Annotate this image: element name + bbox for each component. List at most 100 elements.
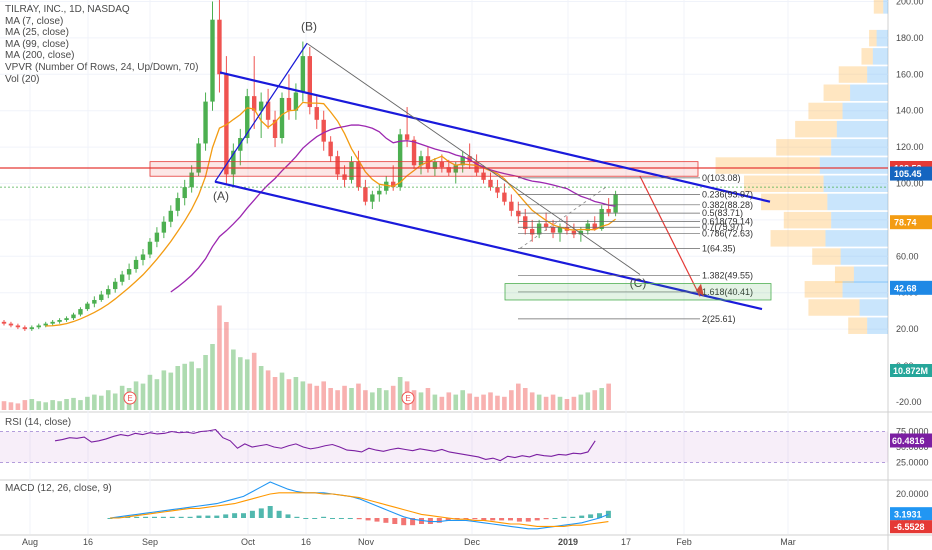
vpvr-bar-down [823,84,851,101]
candle-body [29,327,34,330]
wave-label: (A) [213,189,229,203]
price-tick-label: 140.00 [896,106,924,116]
vpvr-bar-up [867,66,888,83]
resistance-zone [149,161,699,177]
price-tick-label: 20.00 [896,324,919,334]
volume-bar [50,400,55,410]
volume-bar [550,394,556,410]
volume-bar [349,388,354,410]
volume-bar [175,366,181,410]
legend-ma25[interactable]: MA (25, close) [5,27,69,39]
candle-body [78,309,83,315]
volume-bar [224,322,229,410]
fib-level-label: 1.382(49.55) [702,270,753,280]
volume-bar [370,392,375,410]
price-tick-label: 160.00 [896,69,924,79]
macd-histogram-bar [338,518,344,519]
fib-level-label: 1.618(40.41) [702,287,753,297]
vpvr-bar-up [859,299,888,316]
legend-vol[interactable]: Vol (20) [5,73,40,85]
fib-level-label: 0.382(88.28) [702,200,753,210]
macd-histogram-bar [205,515,211,518]
volume-bar [168,372,174,410]
vpvr-bar-up [840,248,888,265]
candle-body [50,321,55,324]
volume-bar [571,396,577,410]
volume-bar [390,385,396,410]
legend-symbol[interactable]: TILRAY, INC., 1D, NASDAQ [5,4,130,15]
vpvr-bar-up [823,175,888,192]
macd-histogram-bar [401,518,407,526]
candle-body [516,210,521,217]
macd-label-box [890,507,932,521]
volume-tick-label: -20.00 [896,397,922,407]
volume-bar [328,388,333,410]
volume-bar [495,395,500,410]
price-label-text: 42.68 [894,283,917,293]
vpvr-bar-down [715,157,820,174]
legend-ma200[interactable]: MA (200, close) [5,50,75,62]
macd-histogram-bar [392,518,398,524]
volume-bar [321,381,326,410]
volume-bar [564,399,570,410]
fib-level-label: 1(64.35) [702,243,736,253]
legend-vpvr[interactable]: VPVR (Number Of Rows, 24, Up/Down, 70) [5,61,199,73]
time-tick-label: Oct [241,537,256,547]
volume-bar [182,363,187,410]
volume-bar [488,392,493,410]
candle-body [550,227,556,233]
vpvr-bar-down [834,266,854,283]
macd-histogram-bar [454,518,460,520]
candle-body [411,139,417,166]
candle-body [92,299,97,304]
volume-bar [363,390,368,410]
candle-body [488,179,493,188]
vpvr-profile [715,0,888,334]
candle-body [530,229,535,235]
candle-body [189,172,194,188]
fib-level-label: 0.7(75.97) [702,222,743,232]
macd-histogram-bar [241,513,246,518]
candle-body [571,230,577,235]
channel-upper-line [219,71,771,203]
macd-histogram-bar [321,516,327,518]
volume-bar [342,385,347,410]
macd-histogram-bar [356,518,362,520]
vpvr-bar-down [808,299,860,316]
vpvr-bar-up [825,230,888,247]
macd-histogram-bar [579,515,585,518]
macd-histogram-bar [178,516,184,518]
macd-histogram-bar [508,518,513,521]
volume-bar [293,377,299,410]
candle-body [300,56,306,93]
macd-histogram-bar [160,516,166,518]
volume-bar [15,403,21,410]
candle-body [85,303,90,310]
volume-bar [418,392,424,410]
vpvr-bar-up [842,102,888,120]
candle-body [578,230,584,235]
fib-level-label: 0(103.08) [702,173,741,183]
chart-legend: TILRAY, INC., 1D, NASDAQ MA (7, close) M… [5,4,198,85]
macd-histogram-bar [116,516,122,518]
volume-label-text: 10.872M [893,366,928,376]
legend-ma99[interactable]: MA (99, close) [5,38,69,50]
candle-body [502,192,507,202]
macd-label-text: 3.1931 [894,510,922,520]
legend-ma7[interactable]: MA (7, close) [5,15,64,27]
macd-histogram-bar [588,514,594,518]
macd-title[interactable]: MACD (12, 26, close, 9) [5,483,112,494]
candle-body [523,216,528,229]
macd-histogram-bar [427,518,433,524]
macd-histogram-bar [249,510,255,518]
candle-body [307,56,312,108]
candle-body [106,289,111,295]
rsi-title[interactable]: RSI (14, close) [5,417,72,428]
macd-histogram-bar [561,516,567,518]
vpvr-bar-down [861,48,873,65]
candle-body [265,101,271,120]
vpvr-bar-up [883,0,888,14]
fib-level-label: 0.618(79.14) [702,216,753,226]
volume-bar [22,400,28,410]
